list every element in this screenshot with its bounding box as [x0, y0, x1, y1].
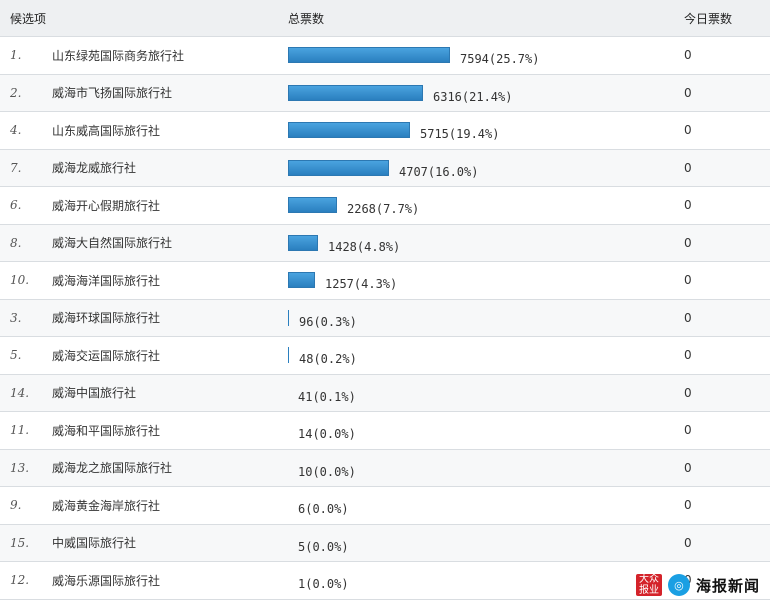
vote-count: 5715(19.4%) [420, 127, 500, 142]
table-row: 6. 威海开心假期旅行社 2268(7.7%) 0 [0, 187, 770, 225]
row-index: 1. [10, 48, 22, 63]
vote-bar [288, 159, 389, 176]
candidate-name: 威海和平国际旅行社 [52, 423, 161, 438]
vote-bar [288, 84, 423, 101]
candidate-name: 威海大自然国际旅行社 [52, 236, 173, 251]
today-votes: 0 [684, 123, 692, 138]
vote-count: 1257(4.3%) [325, 277, 398, 292]
vote-bar [288, 309, 289, 326]
today-votes: 0 [684, 460, 692, 475]
candidate-name: 威海龙之旅国际旅行社 [52, 461, 173, 476]
row-index: 10. [10, 273, 30, 288]
candidate-name: 威海市飞扬国际旅行社 [52, 86, 173, 101]
table-body: 1. 山东绿苑国际商务旅行社 7594(25.7%) 0 2. 威海市飞扬国际旅行社 631… [0, 37, 770, 600]
brand-badge-icon: ◎ [667, 574, 690, 596]
row-index: 5. [10, 348, 22, 363]
candidate-name: 山东绿苑国际商务旅行社 [52, 48, 185, 63]
candidate-name: 威海中国旅行社 [52, 386, 137, 401]
row-index: 2. [10, 85, 22, 100]
candidate-name: 山东威高国际旅行社 [52, 123, 161, 138]
vote-count: 1428(4.8%) [328, 239, 401, 254]
table-row: 5. 威海交运国际旅行社 48(0.2%) 0 [0, 337, 770, 375]
table-row: 13. 威海龙之旅国际旅行社 10(0.0%) 0 [0, 449, 770, 487]
candidate-name: 威海龙威旅行社 [52, 161, 137, 176]
candidate-name: 威海乐源国际旅行社 [52, 573, 161, 588]
vote-bar [288, 47, 450, 64]
today-votes: 0 [684, 198, 692, 213]
vote-count: 4707(16.0%) [399, 164, 479, 179]
vote-count: 6316(21.4%) [433, 89, 513, 104]
vote-count: 14(0.0%) [298, 427, 356, 442]
header-today-votes: 今日票数 [684, 11, 733, 26]
vote-count: 6(0.0%) [298, 502, 349, 517]
today-votes: 0 [684, 348, 692, 363]
candidate-name: 中威国际旅行社 [52, 536, 137, 551]
vote-count: 2268(7.7%) [347, 202, 420, 217]
table-row: 14. 威海中国旅行社 41(0.1%) 0 [0, 374, 770, 412]
row-index: 13. [10, 460, 30, 475]
vote-count: 96(0.3%) [299, 314, 357, 329]
table-row: 10. 威海海洋国际旅行社 1257(4.3%) 0 [0, 262, 770, 300]
table-row: 7. 威海龙威旅行社 4707(16.0%) 0 [0, 149, 770, 187]
vote-bar [288, 272, 315, 289]
table-row: 15. 中威国际旅行社 5(0.0%) 0 [0, 524, 770, 562]
vote-count: 7594(25.7%) [460, 52, 540, 67]
vote-bar [288, 122, 410, 139]
vote-count: 10(0.0%) [298, 464, 356, 479]
candidate-name: 威海环球国际旅行社 [52, 311, 161, 326]
table-row: 4. 山东威高国际旅行社 5715(19.4%) 0 [0, 112, 770, 150]
row-index: 12. [10, 573, 30, 588]
table-row: 1. 山东绿苑国际商务旅行社 7594(25.7%) 0 [0, 37, 770, 75]
table-header: 候选项 总票数 今日票数 [0, 0, 770, 37]
candidate-name: 威海交运国际旅行社 [52, 348, 161, 363]
vote-count: 41(0.1%) [298, 389, 356, 404]
header-total-votes: 总票数 [288, 11, 325, 26]
vote-count: 48(0.2%) [299, 352, 357, 367]
candidate-name: 威海黄金海岸旅行社 [52, 498, 161, 513]
table-row: 9. 威海黄金海岸旅行社 6(0.0%) 0 [0, 487, 770, 525]
candidate-name: 威海开心假期旅行社 [52, 198, 161, 213]
watermark-logo: 大众 报业 ◎ 海报新闻 [635, 574, 760, 596]
row-index: 14. [10, 385, 30, 400]
row-index: 7. [10, 160, 22, 175]
row-index: 11. [10, 423, 30, 438]
today-votes: 0 [684, 310, 692, 325]
vote-count: 1(0.0%) [298, 577, 349, 592]
row-index: 9. [10, 498, 22, 513]
vote-bar [288, 347, 289, 364]
today-votes: 0 [684, 423, 692, 438]
row-index: 8. [10, 235, 22, 250]
today-votes: 0 [684, 273, 692, 288]
row-index: 3. [10, 310, 22, 325]
table-row: 8. 威海大自然国际旅行社 1428(4.8%) 0 [0, 224, 770, 262]
vote-bar [288, 234, 318, 251]
today-votes: 0 [684, 498, 692, 513]
today-votes: 0 [684, 235, 692, 250]
today-votes: 0 [684, 385, 692, 400]
table-row: 11. 威海和平国际旅行社 14(0.0%) 0 [0, 412, 770, 450]
today-votes: 0 [684, 160, 692, 175]
header-candidate: 候选项 [10, 11, 47, 26]
today-votes: 0 [684, 535, 692, 550]
row-index: 4. [10, 123, 22, 138]
row-index: 6. [10, 198, 22, 213]
today-votes: 0 [684, 48, 692, 63]
candidate-name: 威海海洋国际旅行社 [52, 273, 161, 288]
vote-bar [288, 197, 337, 214]
brand-name: 海报新闻 [695, 576, 760, 595]
table-row: 3. 威海环球国际旅行社 96(0.3%) 0 [0, 299, 770, 337]
dazhong-seal-logo: 大众 报业 [635, 574, 662, 596]
vote-count: 5(0.0%) [298, 539, 349, 554]
row-index: 15. [10, 535, 30, 550]
today-votes: 0 [684, 85, 692, 100]
table-row: 2. 威海市飞扬国际旅行社 6316(21.4%) 0 [0, 74, 770, 112]
